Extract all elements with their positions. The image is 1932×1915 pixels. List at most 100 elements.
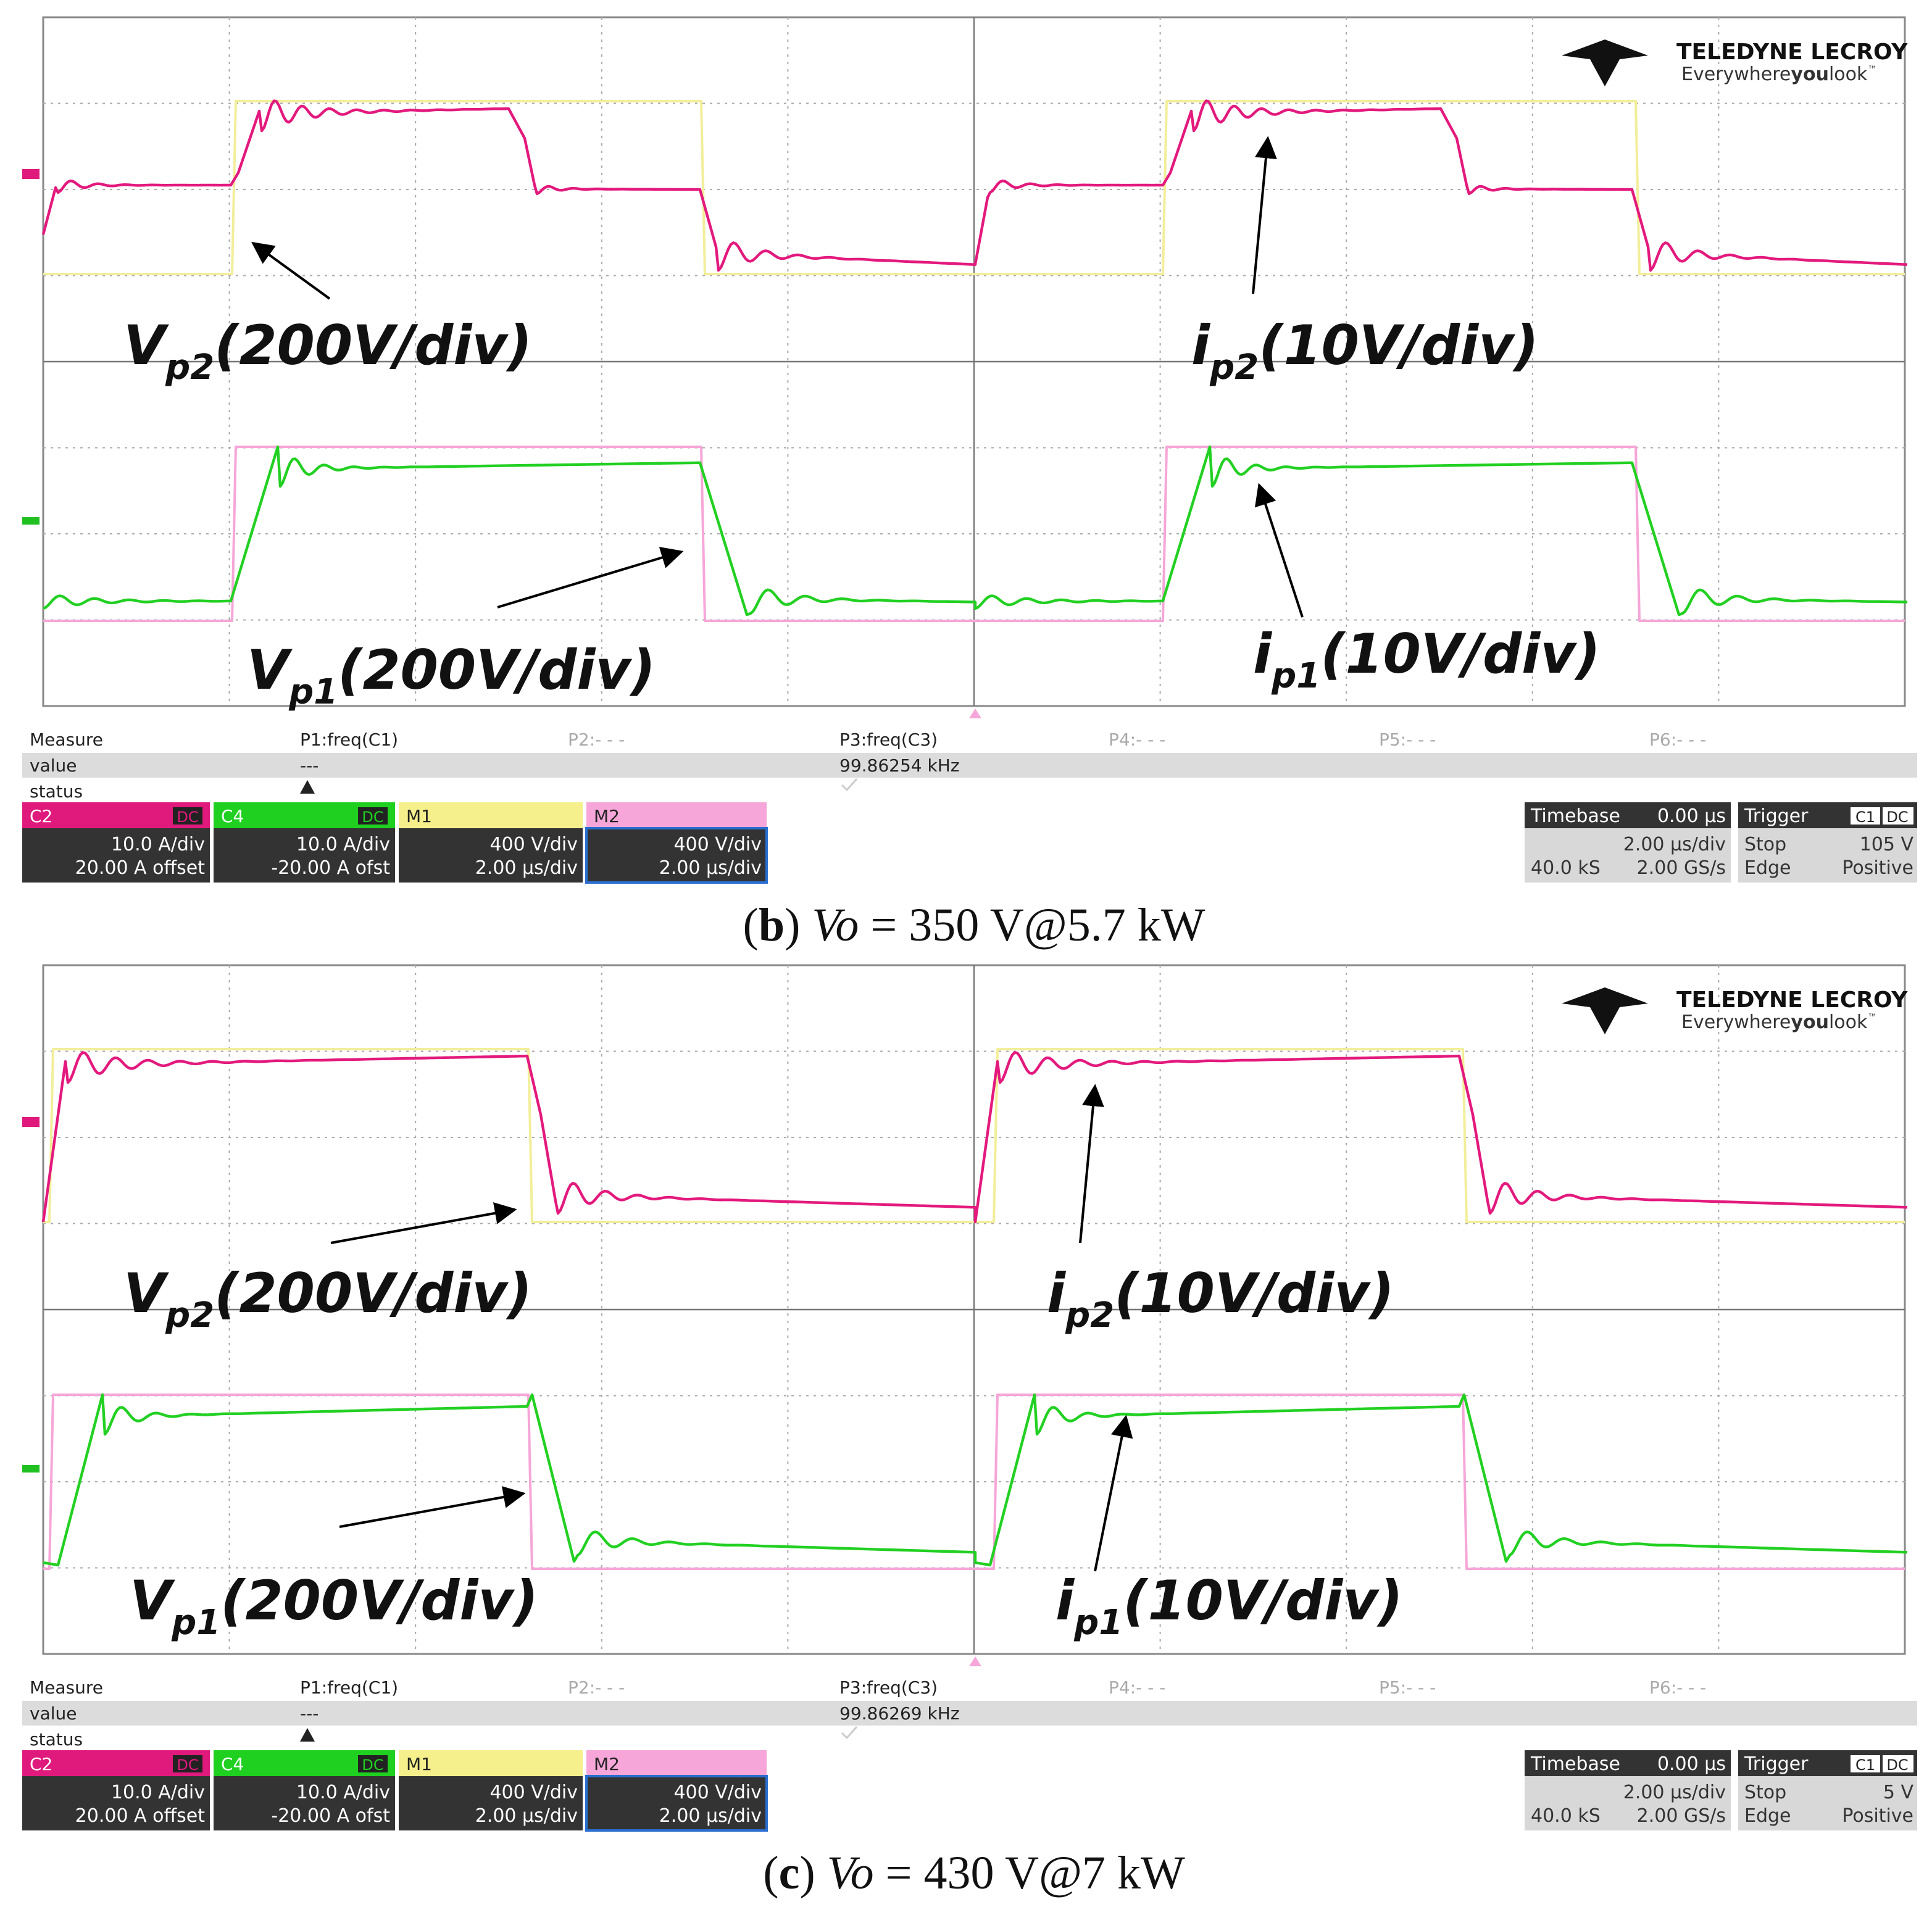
channel-offset: 20.00 A offset (75, 1805, 206, 1827)
measure-header: P5:- - - (1379, 729, 1436, 750)
channel-coupling: DC (177, 1756, 198, 1774)
trigger-coupling: DC (1886, 808, 1908, 826)
trigger-body (1738, 828, 1917, 883)
label-main: i (1047, 1261, 1067, 1325)
channel-body (22, 1776, 210, 1830)
channel-header (399, 802, 583, 828)
caption: (b) Vo = 350 V@5.7 kW (743, 899, 1205, 951)
label-main: V (123, 1261, 169, 1325)
label-sub: p2 (1065, 1295, 1114, 1336)
label-sub: p1 (1073, 1603, 1123, 1643)
timebase-samples: 40.0 kS (1531, 1805, 1601, 1827)
timebase-header (1525, 802, 1731, 828)
coupling-badge (173, 807, 202, 825)
channel-scale: 400 V/div (489, 1782, 578, 1803)
trace-label: Vp1(200V/div) (130, 1569, 538, 1643)
measure-value: --- (300, 755, 319, 776)
label-sub: p1 (1271, 656, 1320, 696)
caption-part: ) (799, 1847, 827, 1899)
label-sub: p2 (165, 347, 214, 388)
arrow (1094, 1414, 1133, 1572)
trigger-title: Trigger (1744, 805, 1809, 827)
m1-trace (43, 1048, 1905, 1223)
measure-header: P1:freq(C1) (300, 729, 398, 750)
timebase-div: 2.00 µs/div (1623, 834, 1726, 855)
trigger-level: 5 V (1883, 1782, 1914, 1803)
channel-body (214, 1776, 395, 1830)
c4-trace (43, 1393, 1908, 1567)
channel-header (586, 802, 767, 828)
measure-value: value (30, 1703, 77, 1724)
label-main: V (130, 1569, 175, 1632)
measure-header: Measure (30, 1677, 103, 1698)
trigger-badge (1883, 807, 1913, 825)
channel-name: C4 (221, 1754, 244, 1774)
channel-coupling: DC (177, 808, 198, 826)
measure-status: status (30, 781, 83, 802)
timebase-delay: 0.00 µs (1657, 805, 1726, 827)
tagline-part: Everywhere (1681, 64, 1791, 85)
timebase-body (1525, 1776, 1731, 1830)
caption-part: = 430 V@7 kW (874, 1847, 1185, 1899)
trace-label: Vp2(200V/div) (123, 314, 532, 388)
channel-offset: 2.00 µs/div (659, 1805, 762, 1827)
arrow (1252, 136, 1277, 294)
channel-name: M1 (406, 806, 432, 826)
arrow (497, 547, 684, 609)
logo-tagline: Everywhereyoulook™ (1681, 1012, 1877, 1033)
trigger-body (1738, 1776, 1917, 1830)
caption-part: ( (743, 899, 759, 951)
label-main: V (247, 638, 293, 702)
measure-status: status (30, 1729, 83, 1750)
channel-scale: 10.0 A/div (111, 1782, 205, 1803)
tagline-part: you (1791, 64, 1829, 85)
measure-value: value (30, 755, 77, 776)
trace-label: ip1(10V/div) (1056, 1569, 1403, 1643)
arrow (330, 1202, 517, 1244)
channel-offset: 2.00 µs/div (659, 857, 762, 879)
trace-label: ip2(10V/div) (1191, 314, 1539, 388)
warning-icon (300, 1728, 315, 1742)
channel-name: M2 (594, 1754, 620, 1774)
logo-brand: TELEDYNE LECROY (1676, 39, 1908, 65)
m2-trace (43, 1394, 1905, 1570)
value-row-bg (22, 753, 1917, 778)
m1-trace (43, 100, 1905, 275)
label-main: i (1253, 622, 1273, 686)
channel-name: C2 (30, 1754, 52, 1774)
c2-trace (41, 99, 1908, 272)
trigger-type: Edge (1744, 857, 1791, 879)
value-row-bg (22, 1701, 1917, 1726)
trace-label: Vp2(200V/div) (123, 1261, 532, 1336)
caption-part: = 350 V@5.7 kW (859, 899, 1205, 951)
channel-marker (22, 169, 40, 179)
c4-trace (43, 445, 1908, 617)
caption: (c) Vo = 430 V@7 kW (763, 1847, 1185, 1899)
measure-value: --- (300, 1703, 319, 1724)
timebase-delay: 0.00 µs (1657, 1753, 1726, 1775)
channel-header (399, 1750, 583, 1776)
tagline-part: you (1791, 1012, 1829, 1033)
logo-brand: TELEDYNE LECROY (1676, 987, 1908, 1013)
caption-part: ) (785, 899, 812, 951)
label-rest: (10V/div) (1114, 1261, 1394, 1325)
trigger-badge (1851, 1755, 1880, 1772)
label-rest: (10V/div) (1259, 314, 1539, 377)
tagline-part: look (1829, 64, 1868, 85)
channel-offset: 20.00 A offset (75, 857, 206, 879)
measure-header: P4:- - - (1109, 729, 1165, 750)
trigger-slope: Positive (1842, 1805, 1913, 1827)
tagline-part: Everywhere (1681, 1012, 1791, 1033)
logo-emblem (1562, 987, 1648, 1034)
trace-label: ip2(10V/div) (1047, 1261, 1394, 1336)
measure-header: P2:- - - (568, 1677, 625, 1698)
coupling-badge (358, 1755, 388, 1772)
arrow (339, 1486, 526, 1528)
trigger-source: C1 (1855, 1756, 1875, 1774)
tagline-part: look (1829, 1012, 1868, 1033)
trigger-slope: Positive (1842, 857, 1913, 879)
logo-tagline: Everywhereyoulook™ (1681, 64, 1877, 85)
measure-header: P1:freq(C1) (300, 1677, 398, 1698)
channel-name: M1 (406, 1754, 432, 1774)
